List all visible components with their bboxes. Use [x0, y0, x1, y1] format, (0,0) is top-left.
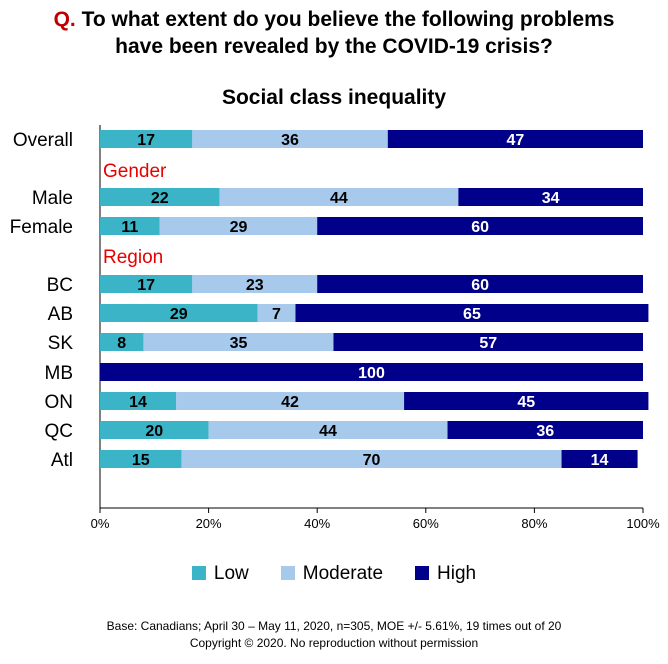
bar-segment-high: [404, 392, 649, 410]
data-label: 57: [479, 335, 497, 352]
data-label: 44: [330, 190, 348, 207]
data-label: 42: [281, 394, 299, 411]
category-label: AB: [48, 304, 73, 325]
bar-segment-moderate: [219, 188, 459, 206]
legend-swatch: [415, 566, 430, 580]
data-label: 47: [506, 132, 524, 149]
data-label: 65: [463, 306, 481, 323]
legend-label: High: [437, 563, 477, 584]
data-label: 60: [471, 219, 489, 236]
bar-segment-moderate: [143, 333, 334, 351]
data-label: 29: [170, 306, 188, 323]
legend-label: Moderate: [302, 563, 384, 584]
chart-title: Social class inequality: [221, 86, 447, 109]
category-label: Male: [32, 188, 73, 209]
group-label: Gender: [103, 161, 167, 182]
data-label: 35: [230, 335, 248, 352]
question-line-2: have been revealed by the COVID-19 crisi…: [115, 35, 553, 58]
data-label: 11: [121, 219, 138, 236]
bar-segment-low: [100, 130, 193, 148]
x-tick-label: 0%: [91, 516, 110, 531]
bar-segment-low: [100, 450, 182, 468]
bar-segment-high: [100, 363, 643, 381]
data-label: 45: [517, 394, 535, 411]
data-label: 23: [246, 277, 264, 294]
data-label: 8: [117, 335, 126, 352]
question-text-1: To what extent do you believe the follow…: [81, 8, 615, 31]
x-tick-label: 100%: [626, 516, 660, 531]
bar-segment-high: [317, 275, 643, 293]
group-label: Region: [103, 247, 163, 268]
bar-segment-high: [317, 217, 643, 235]
data-label: 44: [319, 423, 337, 440]
bar-segment-high: [561, 450, 638, 468]
question-prefix: Q.: [53, 8, 76, 31]
stacked-bar-chart: 0% 20% 40% 60% 80% 100% Gender Region Overall 17 3…: [10, 125, 660, 531]
bar-segment-moderate: [176, 392, 405, 410]
data-label: 17: [137, 132, 155, 149]
data-label: 15: [132, 452, 150, 469]
bar-segment-moderate: [159, 217, 318, 235]
category-label: MB: [45, 363, 74, 384]
x-tick-label: 20%: [196, 516, 222, 531]
bar-segment-high: [295, 304, 649, 322]
category-label: BC: [47, 275, 73, 296]
data-label: 17: [137, 277, 155, 294]
x-tick-label: 80%: [521, 516, 547, 531]
x-tick-label: 40%: [304, 516, 330, 531]
footer: Base: Canadians; April 30 – May 11, 2020…: [0, 618, 668, 652]
bar-segment-moderate: [192, 275, 318, 293]
bar-segment-high: [387, 130, 643, 148]
legend-item-moderate: Moderate: [280, 563, 384, 585]
data-label: 36: [281, 132, 299, 149]
data-label: 14: [591, 452, 609, 469]
category-label: SK: [48, 333, 74, 354]
data-label: 14: [129, 394, 147, 411]
bar-segment-low: [100, 304, 258, 322]
question-title: Q. To what extent do you believe the fol…: [0, 6, 668, 60]
footer-copyright: Copyright © 2020. No reproduction withou…: [189, 636, 479, 650]
legend: Low Moderate High: [0, 563, 668, 585]
legend-swatch: [280, 566, 295, 580]
data-label: 100: [358, 365, 385, 382]
bar-segment-high: [333, 333, 643, 351]
data-label: 34: [542, 190, 560, 207]
bar-segment-moderate: [192, 130, 388, 148]
data-label: 70: [363, 452, 381, 469]
x-tick-label: 60%: [413, 516, 439, 531]
bar-segment-moderate: [257, 304, 296, 322]
data-label: 7: [272, 306, 281, 323]
data-label: 36: [536, 423, 554, 440]
data-label: 29: [230, 219, 248, 236]
category-label: QC: [45, 421, 74, 442]
question-line-1: Q. To what extent do you believe the fol…: [0, 6, 668, 33]
legend-swatch: [191, 566, 206, 580]
legend-item-low: Low: [191, 563, 249, 585]
bar-segment-low: [100, 333, 144, 351]
bar-segment-moderate: [181, 450, 562, 468]
bar-segment-low: [100, 275, 193, 293]
footer-base-note: Base: Canadians; April 30 – May 11, 2020…: [106, 619, 562, 633]
legend-item-high: High: [415, 563, 476, 585]
bar-segment-high: [447, 421, 643, 439]
legend-label: Low: [213, 563, 249, 584]
category-label: Atl: [51, 450, 73, 471]
bar-segment-low: [100, 392, 177, 410]
bar-segment-low: [100, 217, 160, 235]
category-label: Female: [10, 217, 73, 238]
data-label: 22: [151, 190, 169, 207]
bar-segment-moderate: [208, 421, 448, 439]
category-label: ON: [45, 392, 74, 413]
bar-segment-high: [458, 188, 643, 206]
data-label: 60: [471, 277, 489, 294]
category-label: Overall: [13, 130, 73, 151]
bar-segment-low: [100, 421, 209, 439]
bar-segment-low: [100, 188, 220, 206]
data-label: 20: [145, 423, 163, 440]
